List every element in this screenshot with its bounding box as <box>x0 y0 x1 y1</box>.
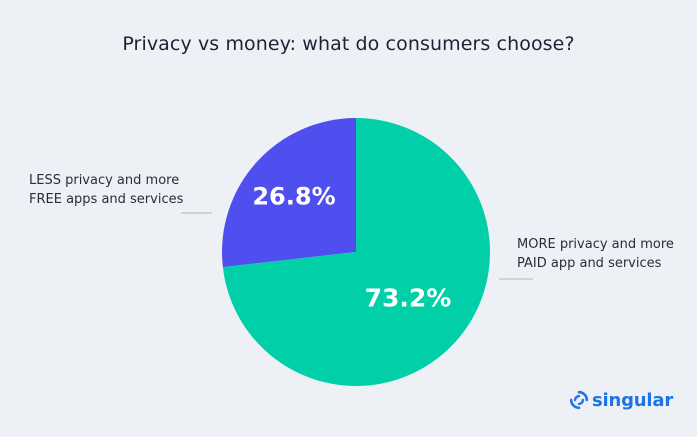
callout-more-privacy-line-1: MORE privacy and more <box>517 237 674 252</box>
pie-value-less-privacy: 26.8% <box>252 183 335 211</box>
leader-lines <box>181 212 533 280</box>
brand-name: singular <box>592 389 673 411</box>
brand-logo: singular <box>569 388 673 412</box>
pie-value-more-privacy: 73.2% <box>365 283 452 312</box>
callout-less-privacy-line-2: FREE apps and services <box>29 192 184 207</box>
callout-more-privacy: MORE privacy and more PAID app and servi… <box>517 235 674 273</box>
pie-value-labels: 26.8% 73.2% <box>252 183 451 313</box>
callout-less-privacy-line-1: LESS privacy and more <box>29 173 180 188</box>
pie-slice-less-privacy <box>222 118 356 268</box>
singular-logo-icon <box>569 390 589 410</box>
pie-slice-more-privacy <box>222 118 491 386</box>
chart-title: Privacy vs money: what do consumers choo… <box>122 33 575 55</box>
pie-slices <box>222 118 491 386</box>
callout-less-privacy: LESS privacy and more FREE apps and serv… <box>29 171 183 209</box>
callout-more-privacy-line-2: PAID app and services <box>517 256 662 271</box>
